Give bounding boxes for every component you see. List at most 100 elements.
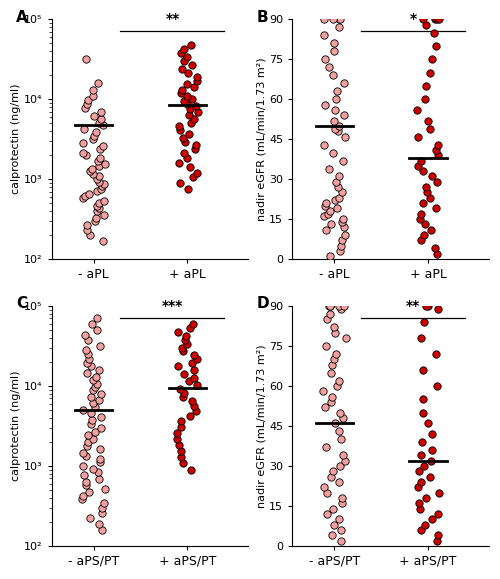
Point — [174, 328, 182, 337]
Point — [94, 172, 102, 181]
Point — [185, 129, 193, 138]
Point — [192, 101, 200, 111]
Point — [179, 392, 187, 401]
Point — [320, 31, 328, 40]
Point — [78, 193, 86, 203]
Point — [97, 115, 105, 124]
Point — [182, 331, 190, 340]
Point — [180, 347, 188, 356]
Point — [322, 225, 330, 234]
Y-axis label: nadir eGFR (mL/min/1.73 m²): nadir eGFR (mL/min/1.73 m²) — [256, 57, 266, 221]
Point — [97, 412, 105, 422]
Point — [340, 450, 347, 460]
Point — [190, 82, 198, 91]
Text: ***: *** — [162, 299, 183, 313]
Point — [193, 168, 201, 178]
Point — [332, 94, 340, 104]
Point — [192, 354, 200, 364]
Point — [332, 382, 340, 391]
Point — [332, 349, 340, 358]
Point — [422, 493, 430, 503]
Point — [82, 477, 90, 486]
Point — [192, 406, 200, 415]
Point — [96, 341, 104, 350]
Point — [87, 420, 95, 429]
Point — [328, 467, 336, 476]
Point — [96, 154, 104, 163]
Point — [337, 304, 345, 313]
Point — [87, 409, 95, 418]
Point — [322, 402, 330, 412]
Point — [176, 178, 184, 188]
Point — [96, 445, 104, 454]
Point — [98, 121, 106, 130]
Point — [179, 133, 187, 142]
Point — [416, 525, 424, 534]
Point — [434, 510, 442, 519]
Point — [324, 314, 332, 324]
Text: A: A — [16, 10, 28, 25]
Point — [98, 141, 106, 151]
Point — [336, 14, 344, 24]
Point — [84, 438, 92, 447]
Point — [416, 236, 424, 245]
Point — [426, 193, 434, 203]
Point — [194, 108, 202, 117]
Point — [180, 149, 188, 158]
Point — [180, 388, 188, 397]
Point — [326, 309, 334, 318]
Point — [433, 382, 441, 391]
Point — [330, 116, 338, 125]
Point — [84, 100, 92, 109]
Point — [84, 431, 92, 440]
Point — [93, 201, 101, 211]
Point — [98, 423, 106, 433]
Point — [340, 79, 348, 88]
Point — [326, 252, 334, 261]
Point — [177, 48, 185, 57]
Point — [188, 94, 196, 103]
Point — [82, 54, 90, 64]
Point — [100, 499, 108, 508]
Point — [426, 124, 434, 133]
Point — [330, 520, 338, 529]
Point — [93, 174, 101, 184]
Point — [84, 350, 92, 359]
Point — [335, 23, 343, 32]
Point — [329, 148, 337, 157]
Point — [194, 72, 202, 82]
Point — [432, 204, 440, 213]
Point — [336, 515, 344, 524]
Point — [326, 301, 334, 310]
Point — [328, 14, 336, 24]
Point — [325, 164, 333, 173]
Point — [333, 87, 341, 96]
Point — [426, 68, 434, 77]
Point — [87, 392, 95, 401]
Point — [94, 467, 102, 477]
Point — [186, 104, 194, 113]
Point — [89, 170, 97, 179]
Point — [88, 86, 96, 95]
Point — [188, 358, 196, 367]
Point — [95, 204, 103, 213]
Point — [326, 207, 334, 216]
Point — [331, 196, 339, 205]
Point — [176, 384, 184, 394]
Point — [96, 184, 104, 193]
Point — [93, 186, 101, 196]
Point — [418, 408, 426, 417]
Point — [176, 158, 184, 167]
Point — [338, 413, 346, 423]
Point — [328, 530, 336, 540]
Point — [331, 105, 339, 115]
Point — [340, 111, 348, 120]
Y-axis label: nadir eGFR (mL/min/1.73 m²): nadir eGFR (mL/min/1.73 m²) — [256, 344, 266, 508]
Point — [321, 201, 329, 210]
Point — [417, 209, 425, 218]
Point — [428, 515, 436, 524]
Point — [414, 105, 422, 115]
Point — [95, 519, 103, 528]
Point — [183, 153, 191, 163]
Point — [180, 369, 188, 378]
